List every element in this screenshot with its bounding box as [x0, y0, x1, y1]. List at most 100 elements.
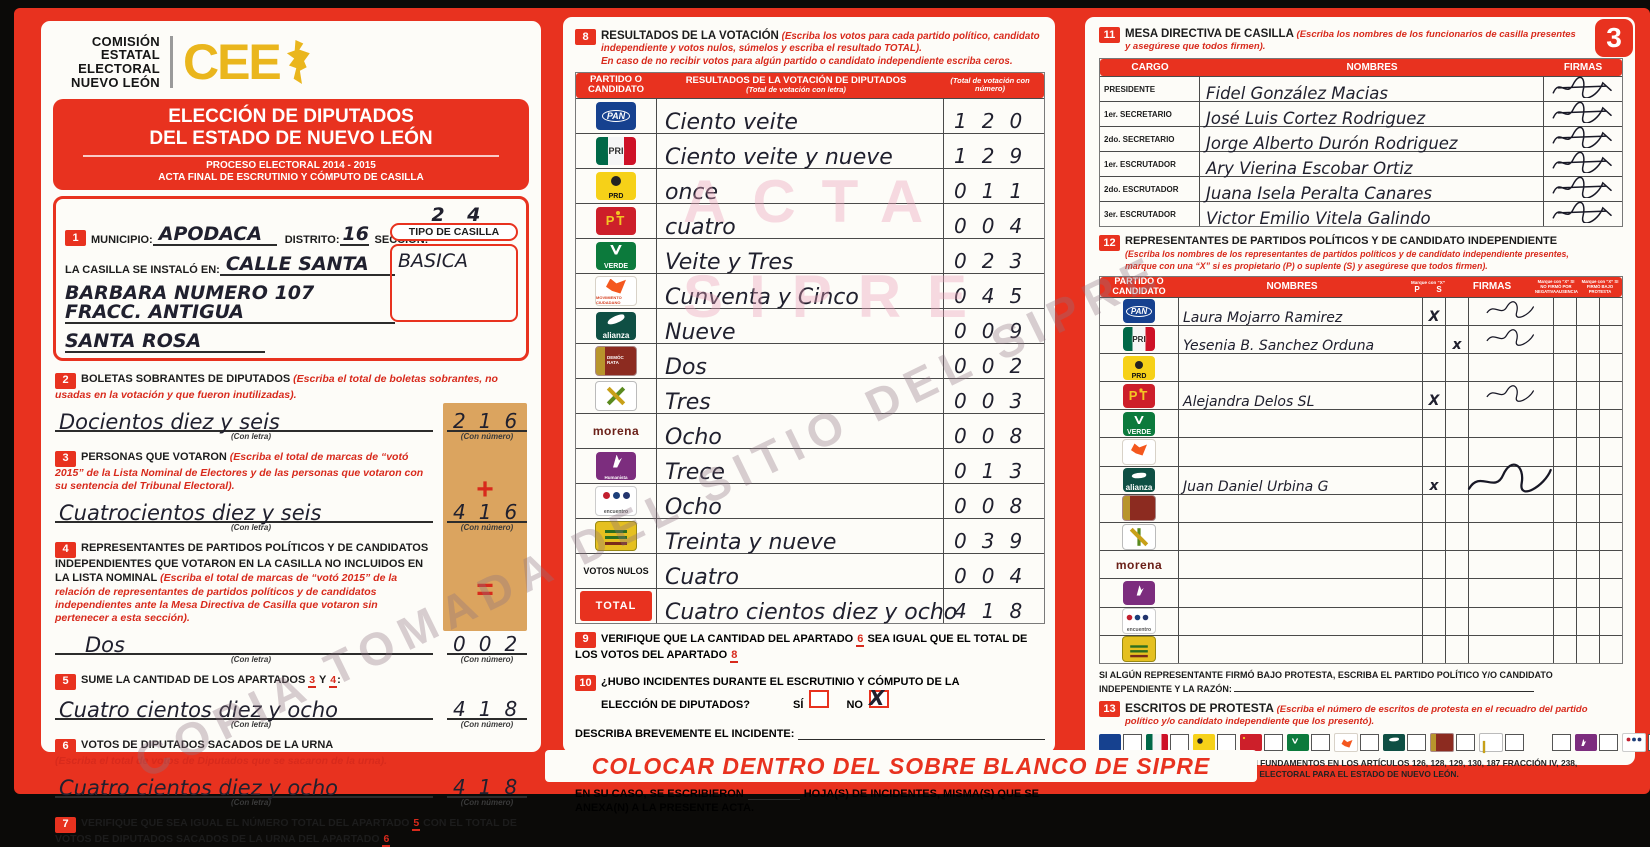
votes-in-words: Trece [665, 459, 725, 485]
mesa-directiva-body: PRESIDENTE Fidel González Macias 1er. SE… [1100, 76, 1622, 228]
suplente-mark-cell [1445, 353, 1468, 382]
no-checkbox: X [868, 686, 889, 710]
protest-count-item [1334, 733, 1379, 753]
votes-in-words: Ciento veite y nueve [665, 144, 893, 170]
party-logo-icon: alianza [596, 311, 636, 340]
con-numero-caption: (Con número) [460, 654, 514, 664]
section-number-badge: 12 [1099, 235, 1120, 252]
section-title: SUME LA CANTIDAD DE LOS APARTADOS [81, 673, 306, 686]
party-logo-label: Humanista [604, 474, 628, 480]
firmo-bajo-protesta-cell [1599, 579, 1622, 607]
panel-right: 3 11 MESA DIRECTIVA DE CASILLA (Escriba … [1082, 14, 1650, 779]
value-in-numbers: 418 [453, 696, 531, 721]
no-firmo-ausencia-cell [1576, 466, 1599, 494]
no-firmo-negativa-cell [1553, 353, 1576, 382]
votes-in-numbers: 039 [954, 528, 1038, 553]
mesa-directiva-table: CARGO NOMBRES FIRMAS PRESIDENTE Fidel Go… [1099, 58, 1623, 228]
result-row: Treinta y nueve 039 [576, 517, 1044, 555]
suplente-mark-cell [1445, 607, 1468, 635]
col-resultados: RESULTADOS DE LA VOTACIÓN DE DIPUTADOS (T… [685, 74, 907, 95]
col-cargo: CARGO [1131, 62, 1169, 74]
representative-name: Juan Daniel Urbina G [1183, 478, 1329, 495]
party-logo-icon [1622, 733, 1646, 753]
signature [1550, 201, 1616, 228]
party-logo-icon: TOTAL [580, 590, 652, 621]
section-number-badge: 10 [575, 674, 596, 691]
value-in-numbers: 416 [453, 500, 531, 525]
propietario-mark-cell: X [1422, 297, 1445, 325]
protest-count-box [1360, 734, 1379, 752]
party-logo-label: PRI [608, 145, 624, 156]
protest-count-item [1622, 733, 1650, 753]
result-row: encuentro Ocho 008 [576, 482, 1044, 520]
votes-in-numbers: 129 [954, 143, 1038, 168]
party-logo-icon: PRD [1123, 355, 1155, 380]
party-logo-icon: VOTOS NULOS [577, 557, 655, 585]
signature [1550, 101, 1616, 128]
section-title: ESCRITOS DE PROTESTA [1125, 701, 1274, 716]
votes-in-words: Nueve [665, 319, 736, 345]
party-logo-label: VOTOS NULOS [583, 565, 649, 576]
section-title: VOTOS DE DIPUTADOS SACADOS DE LA URNA [81, 738, 334, 751]
ref-apartado-8: 8 [730, 648, 739, 663]
section-number-badge: 7 [55, 817, 76, 834]
party-logo-label: TOTAL [595, 599, 637, 612]
protest-count-item [1383, 733, 1426, 752]
value-in-words: Cuatro cientos diez y ocho [59, 697, 338, 722]
representantes-table: PARTIDO O CANDIDATO NOMBRES Marque con “… [1099, 275, 1623, 664]
section-number-badge: 8 [575, 29, 596, 45]
results-table: PARTIDO O CANDIDATO RESULTADOS DE LA VOT… [575, 71, 1045, 625]
section-note: (Escriba el total de votos de Diputados … [55, 754, 388, 767]
votes-in-numbers: 023 [954, 248, 1038, 273]
firmo-bajo-protesta-cell [1599, 325, 1622, 353]
votes-in-words: Veite y Tres [665, 249, 794, 275]
bajo-protesta-note: SI ALGÚN REPRESENTANTE FIRMÓ BAJO PROTES… [1099, 669, 1553, 694]
party-logo-icon [1430, 733, 1454, 753]
representative-row: VERDE [1100, 409, 1622, 438]
party-logo-icon [595, 520, 637, 551]
votes-in-numbers: 120 [954, 108, 1038, 133]
result-row: PRD once 011 [576, 167, 1044, 205]
municipio-label: MUNICIPIO: [91, 233, 153, 246]
official-row: 1er. SECRETARIO José Luis Cortez Rodrigu… [1100, 101, 1622, 128]
sum-strip: + = [443, 403, 527, 631]
letterhead: COMISIÓN ESTATAL ELECTORAL NUEVO LEÓN CE… [71, 33, 515, 91]
result-row: PAN Ciento veite 120 [576, 97, 1044, 135]
value-in-numbers: 418 [453, 775, 531, 800]
tipo-de-casilla: TIPO DE CASILLA BASICA [390, 222, 518, 322]
caso-label-1: EN SU CASO, SE ESCRIBIERON [575, 787, 744, 800]
section-note: (Escriba el número de escritos de protes… [1125, 704, 1588, 728]
party-logo-label: DEMÓCRATA [607, 355, 624, 365]
casilla-label: LA CASILLA SE INSTALÓ EN: [65, 263, 220, 276]
votes-in-words: Ocho [665, 424, 722, 450]
votes-in-numbers: 418 [954, 598, 1038, 623]
section-title: BOLETAS SOBRANTES DE DIPUTADOS [81, 372, 291, 385]
party-logo-icon: PT [596, 206, 636, 235]
party-logo-icon [1123, 581, 1155, 605]
value-in-words: Dos [85, 632, 125, 657]
firmo-bajo-protesta-cell [1599, 523, 1622, 551]
representative-row [1100, 578, 1622, 607]
suplente-mark-cell [1445, 523, 1468, 551]
firmo-bajo-protesta-cell [1599, 438, 1622, 466]
party-logo-label: morena [1115, 557, 1163, 572]
org-name: COMISIÓN ESTATAL ELECTORAL NUEVO LEÓN [71, 33, 160, 90]
party-logo-icon: MOVIMIENTO CIUDADANO [595, 275, 637, 306]
hojas-blank [747, 785, 800, 800]
con-letra-caption: (Con letra) [231, 523, 271, 533]
suplente-mark-cell [1445, 635, 1468, 663]
con-numero-caption: (Con número) [460, 798, 514, 808]
party-logo-icon: PRI [596, 136, 636, 165]
party-logo-icon: PAN [1123, 299, 1155, 324]
propietario-mark-cell [1422, 551, 1445, 579]
party-logo-icon: DEMÓCRATA [595, 345, 637, 376]
section-note: (Escriba el total de marcas de “votó 201… [55, 571, 398, 624]
official-role: 1er. SECRETARIO [1100, 102, 1200, 127]
razon-blank-line [1234, 682, 1535, 692]
result-row: VOTOS NULOS Cuatro 004 [576, 552, 1044, 590]
party-logo-icon [595, 380, 637, 411]
section-7-verifique: 7 VERIFIQUE QUE SEA IGUAL EL NÚMERO TOTAL… [55, 817, 517, 847]
representantes-header: PARTIDO O CANDIDATO NOMBRES Marque con “… [1100, 276, 1622, 297]
no-checkbox-mark: X [868, 685, 885, 710]
